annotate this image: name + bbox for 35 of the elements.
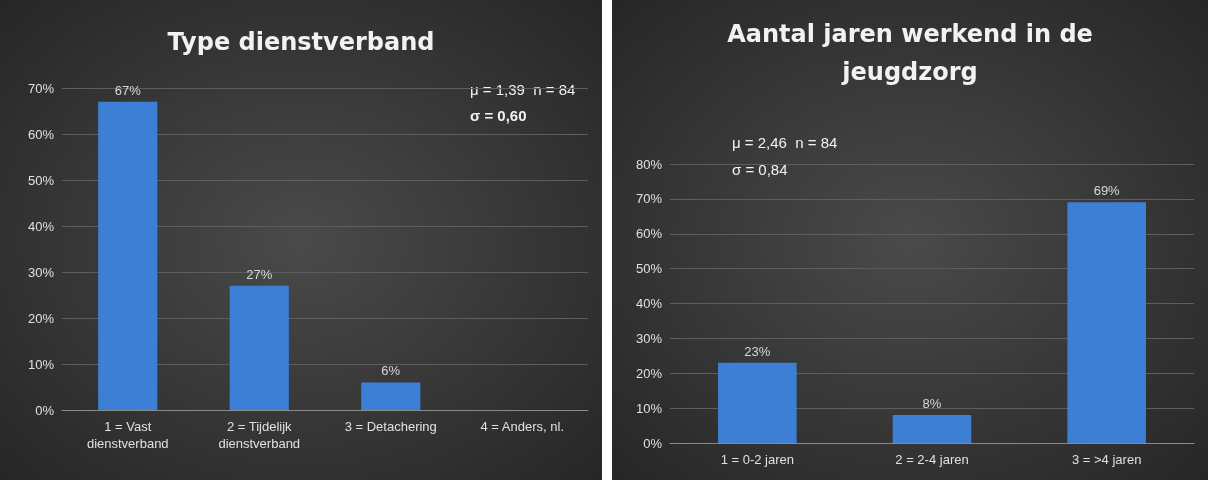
x-tick-label: 2 = Tijdelijk dienstverband [218, 419, 301, 451]
y-tick-label: 0% [643, 435, 663, 451]
y-tick-label: 0% [35, 402, 55, 418]
y-tick-label: 60% [27, 126, 55, 142]
x-tick-label: 2 = 2-4 jaren [895, 452, 969, 467]
y-tick-label: 20% [635, 365, 663, 381]
y-tick-label: 70% [27, 80, 55, 96]
y-tick-label: 20% [27, 310, 55, 326]
x-tick-label: 1 = Vast dienstverband [86, 419, 169, 451]
y-tick-label: 10% [635, 400, 663, 416]
y-tick-label: 30% [27, 264, 55, 280]
chart-title: Aantal jaren werkend in de jeugdzorg [727, 20, 1093, 86]
x-tick-label: 1 = 0-2 jaren [720, 452, 795, 467]
y-tick-label: 80% [635, 156, 663, 172]
y-tick-label: 50% [635, 261, 663, 277]
chart-title: Type dienstverband [167, 28, 435, 56]
y-tick-label: 50% [27, 172, 55, 188]
x-tick-label: 4 = Anders, nl. [480, 419, 564, 434]
x-tick-label: 3 = >4 jaren [1071, 452, 1142, 467]
y-tick-label: 40% [635, 296, 663, 311]
y-tick-label: 10% [27, 356, 55, 372]
text: μ = 2,46 n = 84 [732, 134, 838, 151]
y-tick-label: 40% [27, 218, 55, 234]
y-tick-label: 60% [635, 226, 663, 242]
data-label: 67% [114, 82, 142, 98]
data-label: 27% [246, 266, 273, 282]
data-label: 8% [922, 396, 942, 412]
data-label: 69% [1093, 183, 1121, 199]
y-tick-label: 70% [635, 191, 663, 207]
annotation: σ = 0,84 [732, 161, 788, 178]
data-label: 6% [381, 363, 401, 379]
y-tick-label: 30% [635, 330, 663, 346]
x-tick-label: 3 = Detachering [344, 419, 437, 434]
annotation: σ = 0,60 [470, 107, 527, 124]
data-label: 23% [744, 343, 771, 359]
